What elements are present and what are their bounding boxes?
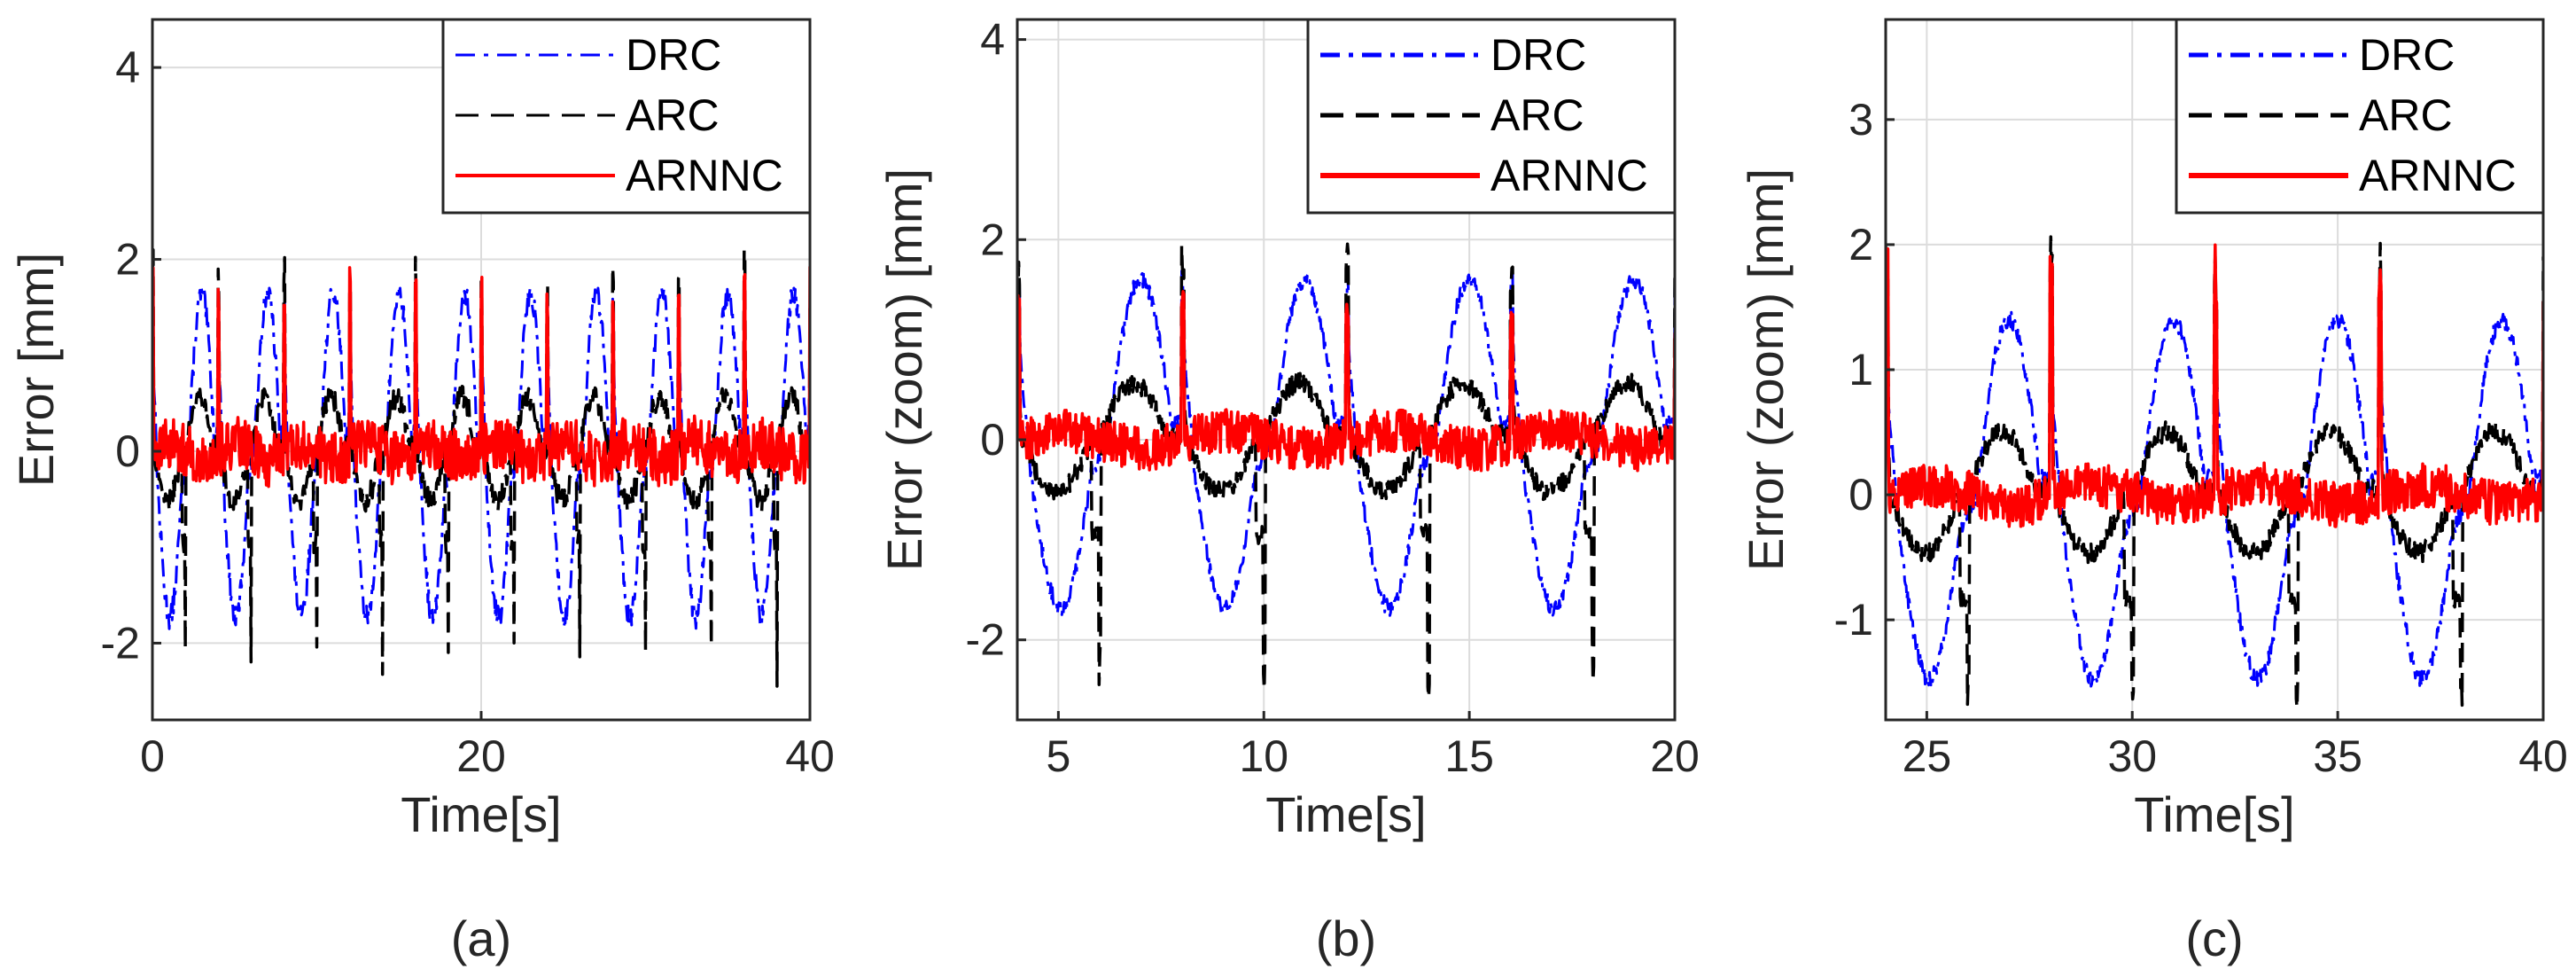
legend-label-drc: DRC [626,30,721,80]
legend-label-arnnc: ARNNC [626,151,783,200]
series-group-c [1886,235,2543,710]
series-line-arnnc [1017,290,1675,473]
legend-label-drc: DRC [1490,30,1586,80]
legend-label-arnnc: ARNNC [2359,151,2517,200]
panel-a: 0 20 40 -2 0 2 4 Time[s] Error [mm] (a) DRC AR… [8,18,835,966]
x-tick-label: 40 [785,731,835,781]
y-tick-label: -2 [101,618,140,668]
x-tick-label: 35 [2313,731,2362,781]
x-tick-label: 25 [1903,731,1952,781]
panel-caption-c: (c) [2185,911,2243,966]
legend-b: DRC ARC ARNNC [1306,18,1677,215]
panel-b: 5 10 15 20 -2 0 2 4 Time[s] Error (zoom) [mm] (… [876,15,1700,966]
y-tick-label: 4 [980,15,1005,65]
x-tick-label: 40 [2518,731,2568,781]
series-line-arc [1017,242,1675,700]
ticks-b: 5 10 15 20 -2 0 2 4 [966,15,1700,781]
x-tick-label: 30 [2107,731,2157,781]
legend-label-arc: ARC [626,90,720,140]
x-axis-label-a: Time[s] [401,786,561,842]
x-tick-label: 20 [1650,731,1700,781]
y-tick-label: 3 [1848,95,1873,145]
x-tick-label: 15 [1444,731,1494,781]
y-tick-label: -1 [1834,595,1873,645]
series-group-a [152,248,810,688]
y-tick-label: 0 [115,426,140,476]
y-tick-label: 2 [1848,220,1873,270]
legend-label-arnnc: ARNNC [1490,151,1648,200]
series-line-arnnc [1886,243,2543,528]
x-axis-label-c: Time[s] [2134,786,2294,842]
legend-label-arc: ARC [2359,90,2453,140]
series-line-arnnc [152,266,810,488]
y-axis-label-b: Error (zoom) [mm] [876,168,932,571]
y-tick-label: 4 [115,43,140,92]
x-tick-label: 20 [456,731,506,781]
x-tick-label: 10 [1239,731,1288,781]
legend-label-arc: ARC [1490,90,1584,140]
series-line-drc [1886,310,2543,688]
y-tick-label: 2 [115,235,140,285]
x-tick-label: 5 [1046,731,1070,781]
y-axis-label-a: Error [mm] [8,253,64,487]
series-group-b [1017,242,1675,700]
y-tick-label: 2 [980,215,1005,264]
legend-c: DRC ARC ARNNC [2175,18,2545,215]
y-tick-label: 1 [1848,345,1873,395]
panel-caption-b: (b) [1316,911,1376,966]
x-tick-label: 0 [140,731,165,781]
ticks-a: 0 20 40 -2 0 2 4 [101,43,835,781]
legend-label-drc: DRC [2359,30,2455,80]
panel-caption-a: (a) [451,911,511,966]
ticks-c: 25 30 35 40 -1 0 1 2 3 [1834,95,2568,781]
y-axis-label-c: Error (zoom) [mm] [1738,168,1794,571]
legend-a: DRC ARC ARNNC [441,18,812,215]
y-tick-label: -2 [966,615,1005,665]
y-tick-label: 0 [1848,470,1873,520]
panel-c: 25 30 35 40 -1 0 1 2 3 Time[s] Error (zoom) [mm]… [1738,18,2568,966]
y-tick-label: 0 [980,415,1005,465]
x-axis-label-b: Time[s] [1265,786,1426,842]
